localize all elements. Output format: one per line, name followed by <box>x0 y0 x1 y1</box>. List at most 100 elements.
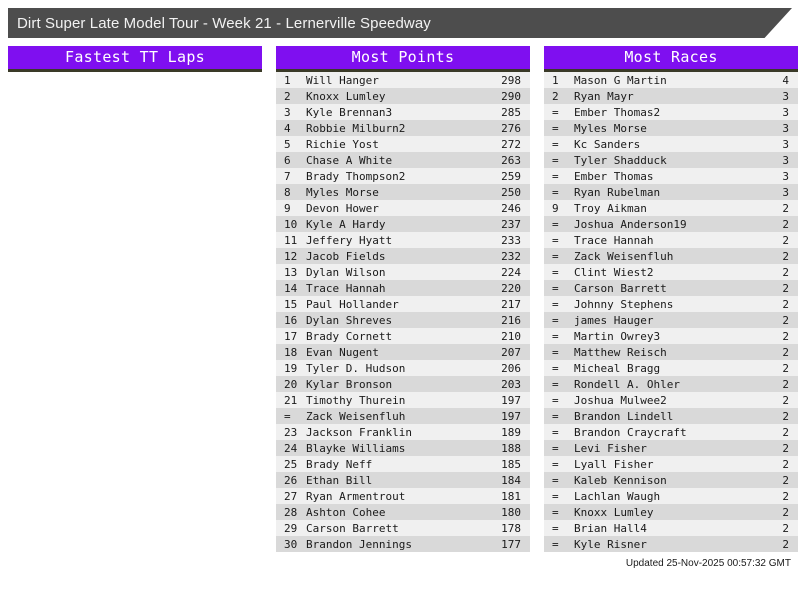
row-driver-name: Will Hanger <box>306 73 379 87</box>
row-value: 197 <box>501 409 521 423</box>
table-row[interactable]: = Tyler Shadduck 3 <box>544 152 798 168</box>
table-row[interactable]: 11 Jeffery Hyatt 233 <box>276 232 530 248</box>
row-rank: 9 <box>284 201 291 215</box>
table-row[interactable]: = Clint Wiest2 2 <box>544 264 798 280</box>
table-row[interactable]: 18 Evan Nugent 207 <box>276 344 530 360</box>
row-rank: 3 <box>284 105 291 119</box>
table-row[interactable]: = Joshua Mulwee2 2 <box>544 392 798 408</box>
table-row[interactable]: 1 Will Hanger 298 <box>276 72 530 88</box>
table-row[interactable]: 6 Chase A White 263 <box>276 152 530 168</box>
table-row[interactable]: 28 Ashton Cohee 180 <box>276 504 530 520</box>
table-row[interactable]: 8 Myles Morse 250 <box>276 184 530 200</box>
row-value: 2 <box>782 473 789 487</box>
row-driver-name: Carson Barrett <box>574 281 667 295</box>
row-driver-name: Myles Morse <box>306 185 379 199</box>
table-row[interactable]: 4 Robbie Milburn2 276 <box>276 120 530 136</box>
row-driver-name: Trace Hannah <box>574 233 654 247</box>
table-row[interactable]: 21 Timothy Thurein 197 <box>276 392 530 408</box>
table-row[interactable]: = Ember Thomas2 3 <box>544 104 798 120</box>
table-row[interactable]: = Brandon Craycraft 2 <box>544 424 798 440</box>
table-row[interactable]: = Ryan Rubelman 3 <box>544 184 798 200</box>
table-row[interactable]: = Brian Hall4 2 <box>544 520 798 536</box>
row-driver-name: Levi Fisher <box>574 441 647 455</box>
table-row[interactable]: = Levi Fisher 2 <box>544 440 798 456</box>
table-row[interactable]: 20 Kylar Bronson 203 <box>276 376 530 392</box>
table-row[interactable]: 13 Dylan Wilson 224 <box>276 264 530 280</box>
table-row[interactable]: 15 Paul Hollander 217 <box>276 296 530 312</box>
table-row[interactable]: = Knoxx Lumley 2 <box>544 504 798 520</box>
table-row[interactable]: = Kc Sanders 3 <box>544 136 798 152</box>
table-row[interactable]: = Lyall Fisher 2 <box>544 456 798 472</box>
row-driver-name: Kyle Risner <box>574 537 647 551</box>
table-row[interactable]: 2 Knoxx Lumley 290 <box>276 88 530 104</box>
row-rank: = <box>552 409 559 423</box>
table-row[interactable]: = Brandon Lindell 2 <box>544 408 798 424</box>
table-row[interactable]: 24 Blayke Williams 188 <box>276 440 530 456</box>
row-rank: 26 <box>284 473 298 487</box>
row-value: 276 <box>501 121 521 135</box>
table-row[interactable]: 19 Tyler D. Hudson 206 <box>276 360 530 376</box>
table-row[interactable]: 17 Brady Cornett 210 <box>276 328 530 344</box>
table-row[interactable]: 14 Trace Hannah 220 <box>276 280 530 296</box>
row-value: 3 <box>782 121 789 135</box>
table-row[interactable]: = Martin Owrey3 2 <box>544 328 798 344</box>
table-row[interactable]: 9 Devon Hower 246 <box>276 200 530 216</box>
table-row[interactable]: 27 Ryan Armentrout 181 <box>276 488 530 504</box>
table-row[interactable]: = Matthew Reisch 2 <box>544 344 798 360</box>
row-value: 178 <box>501 521 521 535</box>
table-row[interactable]: = Johnny Stephens 2 <box>544 296 798 312</box>
row-rank: = <box>552 489 559 503</box>
table-row[interactable]: 12 Jacob Fields 232 <box>276 248 530 264</box>
row-driver-name: Tyler D. Hudson <box>306 361 406 375</box>
row-rank: = <box>552 249 559 263</box>
table-row[interactable]: 23 Jackson Franklin 189 <box>276 424 530 440</box>
table-row[interactable]: = Kyle Risner 2 <box>544 536 798 552</box>
row-driver-name: Tyler Shadduck <box>574 153 667 167</box>
table-row[interactable]: 29 Carson Barrett 178 <box>276 520 530 536</box>
table-row[interactable]: 16 Dylan Shreves 216 <box>276 312 530 328</box>
table-row[interactable]: = Ember Thomas 3 <box>544 168 798 184</box>
table-row[interactable]: 30 Brandon Jennings 177 <box>276 536 530 552</box>
row-rank: 23 <box>284 425 298 439</box>
table-row[interactable]: = Joshua Anderson19 2 <box>544 216 798 232</box>
row-rank: 20 <box>284 377 298 391</box>
row-value: 217 <box>501 297 521 311</box>
row-value: 263 <box>501 153 521 167</box>
row-value: 2 <box>782 361 789 375</box>
row-driver-name: Carson Barrett <box>306 521 399 535</box>
table-row[interactable]: = Zack Weisenfluh 2 <box>544 248 798 264</box>
row-value: 216 <box>501 313 521 327</box>
row-rank: 1 <box>284 73 291 87</box>
table-row[interactable]: = Rondell A. Ohler 2 <box>544 376 798 392</box>
table-row[interactable]: 25 Brady Neff 185 <box>276 456 530 472</box>
row-value: 2 <box>782 217 789 231</box>
table-row[interactable]: = Lachlan Waugh 2 <box>544 488 798 504</box>
table-row[interactable]: 3 Kyle Brennan3 285 <box>276 104 530 120</box>
table-row[interactable]: 7 Brady Thompson2 259 <box>276 168 530 184</box>
row-value: 232 <box>501 249 521 263</box>
table-row[interactable]: 9 Troy Aikman 2 <box>544 200 798 216</box>
table-row[interactable]: = Myles Morse 3 <box>544 120 798 136</box>
table-row[interactable]: = Zack Weisenfluh 197 <box>276 408 530 424</box>
row-driver-name: Richie Yost <box>306 137 379 151</box>
row-rank: 4 <box>284 121 291 135</box>
table-row[interactable]: = Kaleb Kennison 2 <box>544 472 798 488</box>
table-row[interactable]: = Carson Barrett 2 <box>544 280 798 296</box>
row-rank: = <box>552 505 559 519</box>
row-rank: = <box>552 473 559 487</box>
row-driver-name: Robbie Milburn2 <box>306 121 406 135</box>
table-row[interactable]: = james Hauger 2 <box>544 312 798 328</box>
table-row[interactable]: = Trace Hannah 2 <box>544 232 798 248</box>
row-driver-name: Chase A White <box>306 153 393 167</box>
table-row[interactable]: = Micheal Bragg 2 <box>544 360 798 376</box>
table-row[interactable]: 10 Kyle A Hardy 237 <box>276 216 530 232</box>
row-driver-name: Brady Neff <box>306 457 373 471</box>
table-row[interactable]: 2 Ryan Mayr 3 <box>544 88 798 104</box>
row-value: 2 <box>782 249 789 263</box>
row-value: 4 <box>782 73 789 87</box>
table-row[interactable]: 1 Mason G Martin 4 <box>544 72 798 88</box>
row-rank: 16 <box>284 313 298 327</box>
title-bar-shape: Dirt Super Late Model Tour - Week 21 - L… <box>8 8 792 38</box>
table-row[interactable]: 26 Ethan Bill 184 <box>276 472 530 488</box>
table-row[interactable]: 5 Richie Yost 272 <box>276 136 530 152</box>
